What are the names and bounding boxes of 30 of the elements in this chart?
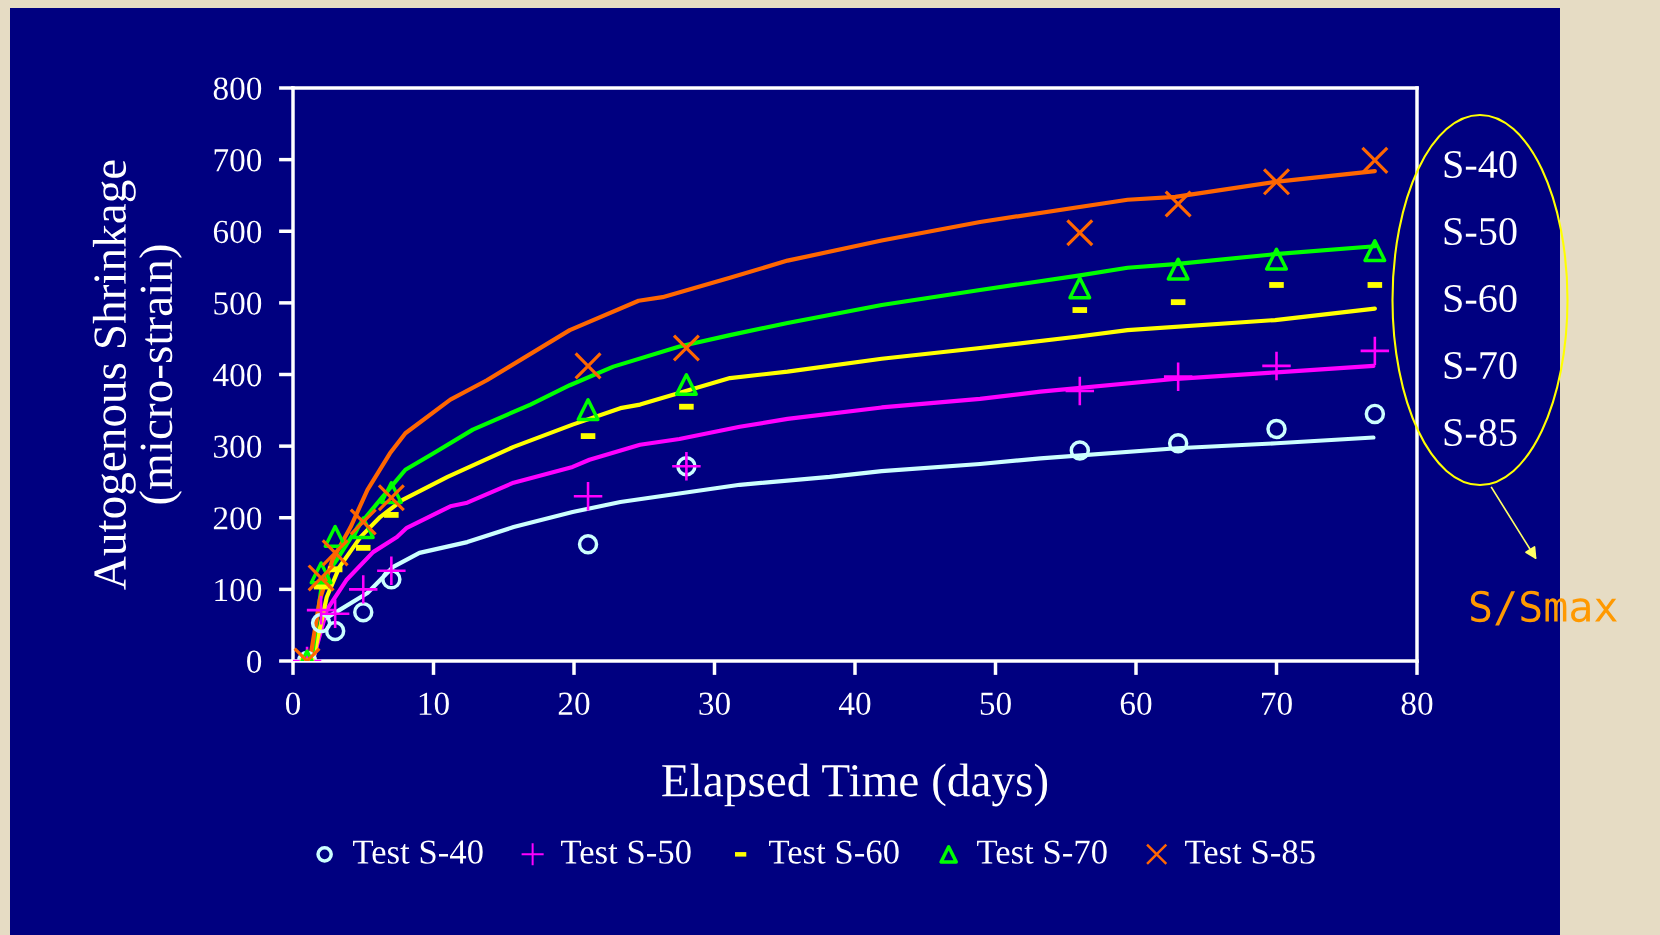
legend-label: Test S-70 <box>977 840 1107 864</box>
x-tick-label: 30 <box>699 692 730 716</box>
x-axis-title: Elapsed Time (days) <box>662 763 1048 807</box>
text: S-85 <box>1444 418 1517 447</box>
text: S-70 <box>1444 351 1517 380</box>
x-tick-label: 50 <box>980 692 1011 716</box>
legend-label: Test S-50 <box>561 840 691 864</box>
x-tick-label: 40 <box>838 692 871 716</box>
text: S-40 <box>1444 150 1517 179</box>
y-tick-label: 100 <box>215 578 262 602</box>
y-tick-label: 700 <box>214 149 262 172</box>
y-tick-label: 400 <box>213 363 262 387</box>
text: S-60 <box>1444 284 1517 313</box>
x-tick-label: 60 <box>1120 692 1152 716</box>
y-tick-label: 600 <box>213 220 262 244</box>
legend-label: Test S-40 <box>353 840 483 864</box>
y-tick-label: 500 <box>214 292 262 315</box>
x-tick-label: 0 <box>285 692 301 716</box>
y-tick-label: 0 <box>247 650 262 673</box>
y-axis-title: Autogenous Shrinkage (micro-strain) <box>92 160 182 590</box>
y-tick-label: 800 <box>213 77 262 100</box>
y-tick-label: 300 <box>214 435 262 459</box>
y-tick-label: 200 <box>213 507 262 530</box>
text: S-50 <box>1444 217 1517 246</box>
x-tick-label: 20 <box>558 692 590 716</box>
x-tick-label: 10 <box>419 692 449 716</box>
x-tick-label: 80 <box>1401 692 1433 716</box>
legend-label: Test S-60 <box>769 840 899 864</box>
x-tick-label: 70 <box>1262 692 1292 716</box>
legend-label: Test S-85 <box>1185 840 1315 864</box>
